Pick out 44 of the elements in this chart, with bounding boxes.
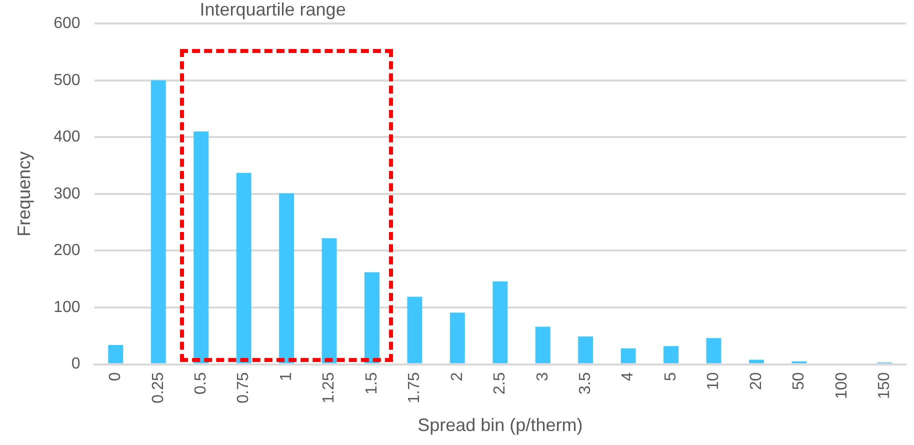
x-tick-label: 3 — [534, 372, 552, 382]
bar — [706, 338, 722, 364]
bar — [535, 326, 550, 364]
x-tick-label: 1 — [278, 372, 295, 382]
bar — [108, 344, 124, 364]
bar — [578, 336, 594, 364]
x-tick-label: 10 — [705, 372, 722, 390]
x-tick-label: 5 — [662, 372, 680, 382]
bar — [664, 346, 679, 364]
x-tick-label: 0 — [107, 372, 124, 382]
bar — [236, 172, 252, 364]
y-tick-label: 200 — [54, 242, 80, 260]
text: Interquartile range — [200, 0, 346, 20]
y-tick-label: 100 — [54, 298, 80, 316]
y-tick-label: 500 — [54, 72, 80, 89]
x-tick-label: 100 — [833, 372, 850, 399]
bar — [492, 281, 508, 364]
x-tick-label: 50 — [790, 372, 808, 390]
x-tick-label: 0.25 — [150, 372, 167, 404]
x-tick-label: 0.5 — [192, 372, 210, 395]
x-tick-label: 1.75 — [406, 372, 424, 404]
x-tick-label: 1.25 — [320, 372, 338, 404]
x-tick-label: 20 — [748, 372, 765, 390]
bar — [364, 272, 380, 364]
y-axis-title: Frequency — [14, 151, 34, 236]
x-tick-label: 4 — [620, 372, 637, 382]
bar — [150, 80, 166, 364]
bar — [450, 312, 465, 364]
bar — [194, 131, 209, 364]
x-tick-label: 3.5 — [576, 372, 594, 395]
x-tick-label: 2 — [448, 372, 466, 382]
x-tick-label: 150 — [876, 372, 894, 399]
bar — [279, 193, 294, 364]
bar — [322, 238, 337, 364]
x-axis-title: Spread bin (p/therm) — [418, 415, 583, 436]
x-tick-label: 1.5 — [363, 372, 380, 395]
x-tick-label: 0.75 — [235, 372, 252, 404]
bar — [749, 360, 764, 364]
x-tick-label: 2.5 — [492, 372, 509, 395]
y-tick-label: 400 — [54, 128, 80, 146]
bar — [620, 348, 636, 364]
y-tick-label: 300 — [54, 185, 80, 202]
y-tick-label: 600 — [54, 15, 80, 32]
bar — [407, 296, 422, 364]
